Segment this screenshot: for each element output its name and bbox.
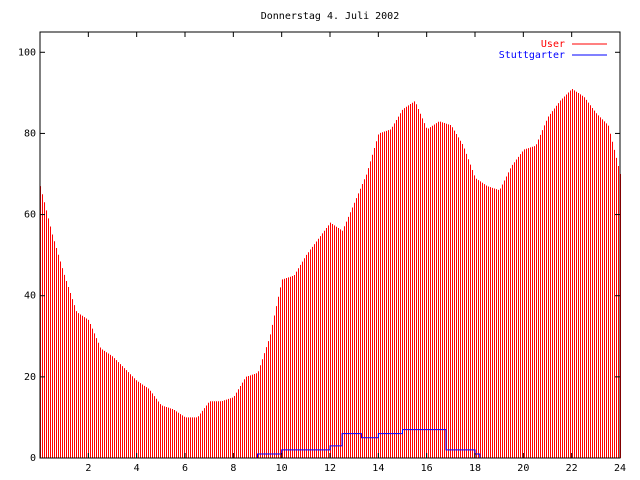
x-tick-label: 24 (614, 463, 626, 474)
y-tick-label: 40 (24, 291, 36, 302)
x-tick-label: 16 (421, 463, 433, 474)
y-tick-label: 80 (24, 128, 36, 139)
x-tick-label: 22 (566, 463, 578, 474)
series-lines (40, 429, 620, 459)
y-tick-label: 0 (30, 453, 36, 464)
x-tick-label: 12 (324, 463, 336, 474)
x-tick-label: 4 (134, 463, 140, 474)
y-tick-label: 20 (24, 372, 36, 383)
stuttgarter-line (40, 429, 620, 459)
x-tick-label: 20 (517, 463, 529, 474)
x-tick-label: 2 (85, 463, 91, 474)
x-tick-label: 18 (469, 463, 481, 474)
legend-label: Stuttgarter (499, 50, 565, 61)
x-tick-label: 6 (182, 463, 188, 474)
x-tick-label: 10 (276, 463, 288, 474)
legend-label: User (541, 39, 565, 50)
x-tick-label: 14 (372, 463, 384, 474)
y-tick-label: 60 (24, 210, 36, 221)
x-tick-label: 8 (230, 463, 236, 474)
user-bars (40, 89, 621, 458)
y-tick-label: 100 (18, 47, 36, 58)
chart-title: Donnerstag 4. Juli 2002 (261, 11, 399, 22)
